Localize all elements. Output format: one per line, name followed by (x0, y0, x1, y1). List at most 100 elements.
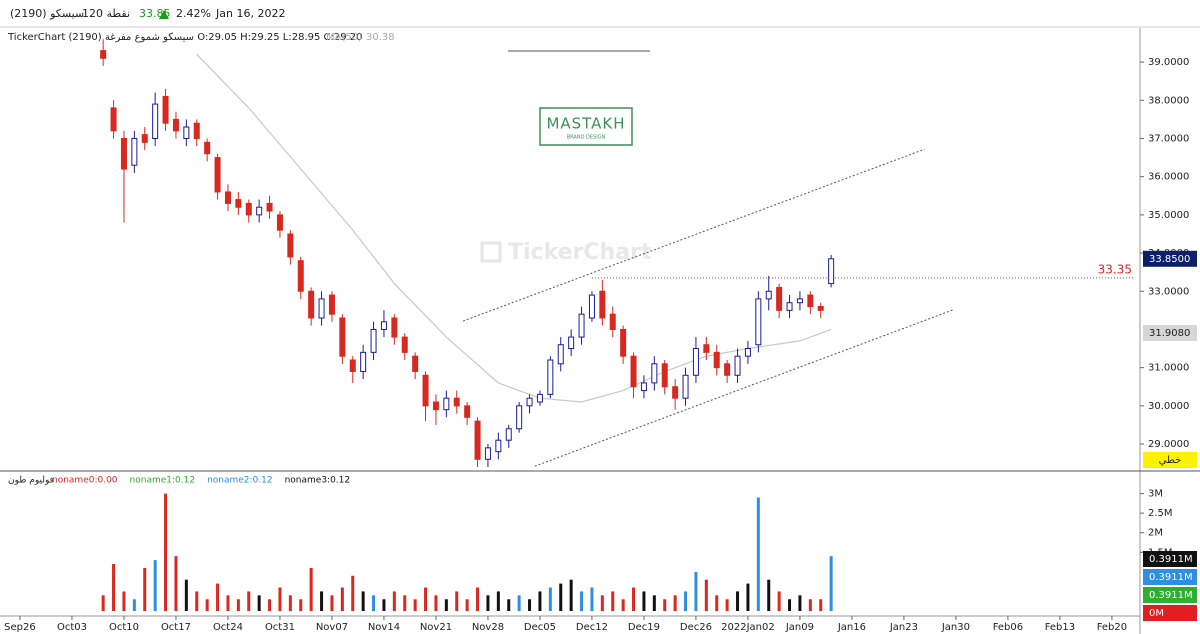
candle-body (100, 50, 107, 59)
scale-mode: خطي (1159, 455, 1182, 466)
candle-body (547, 359, 554, 395)
volume-bar (257, 595, 261, 611)
volume-bar (808, 599, 812, 611)
y-tick-label: 38.0000 (1148, 95, 1189, 106)
volume-bar (278, 587, 282, 611)
scale-mode-box (1143, 452, 1197, 468)
candle-body (578, 313, 585, 338)
up-arrow (159, 10, 169, 19)
volume-value-label: 0.3911M (1149, 572, 1193, 583)
volume-bar (361, 591, 365, 611)
x-tick-label: Oct24 (213, 622, 243, 633)
x-tick-label: Feb20 (1097, 622, 1127, 633)
y-tick-label: 2M (1148, 528, 1163, 539)
x-tick-label: Dec12 (576, 622, 608, 633)
volume-bar (132, 599, 136, 611)
volume-bar (226, 595, 230, 611)
candle-body (432, 401, 439, 411)
volume-bar (736, 591, 740, 611)
candle-body (672, 386, 679, 399)
volume-bar (413, 599, 417, 611)
candle-body (401, 336, 408, 353)
y-tick-label: 3M (1148, 489, 1163, 500)
change: 2.42% (176, 7, 211, 20)
candle-body (256, 206, 263, 216)
volume-bar (330, 595, 334, 611)
volume-bar (476, 587, 480, 611)
level-label: 33.35 (1098, 262, 1132, 276)
volume-value-box (1143, 551, 1197, 567)
volume-bar (340, 587, 344, 611)
volume-bar (819, 599, 823, 611)
x-tick-label: Dec26 (680, 622, 712, 633)
ohlc-info: TickerChart سيسكو شموع مفرغة (2190) O:29… (7, 32, 363, 43)
ma-name: MA(50) (326, 32, 362, 43)
volume-bar (538, 591, 542, 611)
volume-bar (299, 599, 303, 611)
volume-bar (122, 591, 126, 611)
candle-body (235, 199, 242, 208)
watermark: TickerChart (508, 240, 652, 265)
volume-bar (496, 591, 500, 611)
volume-bar (673, 595, 677, 611)
candle-body (131, 137, 138, 166)
volume-bar (642, 591, 646, 611)
candle-body (495, 439, 502, 453)
candle-body (817, 306, 824, 311)
candle-body (661, 363, 668, 388)
legend-entry: noname0:0.00 (52, 476, 118, 486)
x-tick-label: Sep26 (4, 622, 36, 633)
candle-body (318, 298, 325, 319)
volume-bar (684, 591, 688, 611)
x-tick-label: Dec05 (524, 622, 556, 633)
x-tick-label: Oct10 (109, 622, 139, 633)
x-tick-label: Jan23 (889, 622, 918, 633)
volume-bar (247, 591, 251, 611)
x-tick-label: Dec19 (628, 622, 660, 633)
volume-bar (465, 599, 469, 611)
candle-body (640, 382, 647, 392)
candle-body (287, 233, 294, 258)
date: Jan 16, 2022 (215, 7, 285, 20)
volume-bar (663, 599, 667, 611)
x-tick-label: Feb13 (1045, 622, 1075, 633)
y-tick-label: 37.0000 (1148, 133, 1189, 144)
volume-bar (184, 579, 188, 611)
volume-bar (372, 595, 376, 611)
x-tick-label: Jan09 (785, 622, 814, 633)
points: 120 نقطة (82, 7, 130, 20)
last-price-label-box (1143, 250, 1197, 267)
candle-body (380, 321, 387, 330)
volume-bar (611, 591, 615, 611)
candle-body (162, 95, 169, 124)
candle-body (599, 290, 606, 319)
x-tick-label: Feb06 (993, 622, 1023, 633)
candle-body (391, 317, 398, 338)
volume-bar (600, 595, 604, 611)
candle-body (214, 157, 221, 193)
candle-body (443, 397, 450, 411)
y-tick-label: 35.0000 (1148, 210, 1189, 221)
volume-bar (652, 595, 656, 611)
volume-bar (382, 599, 386, 611)
candle-body (308, 290, 315, 319)
x-tick-label: Nov14 (368, 622, 400, 633)
x-tick-label: Jan16 (837, 622, 866, 633)
volume-bar (507, 599, 511, 611)
symbol: سيسكو (2190) (10, 7, 84, 20)
candle-body (484, 447, 491, 460)
y-tick-label: 30.0000 (1148, 401, 1189, 412)
y-tick-label: 29.0000 (1148, 439, 1189, 450)
volume-bar (236, 599, 240, 611)
x-tick-label: Nov21 (420, 622, 452, 633)
volume-bar (569, 579, 573, 611)
candle-body (193, 122, 200, 139)
volume-value-label: 0.3911M (1149, 590, 1193, 601)
candle-body (734, 355, 741, 376)
volume-bar (268, 599, 272, 611)
volume-bar (548, 587, 552, 611)
logo-frame (539, 107, 633, 146)
candle-body (692, 348, 699, 376)
candle-body (152, 103, 159, 139)
